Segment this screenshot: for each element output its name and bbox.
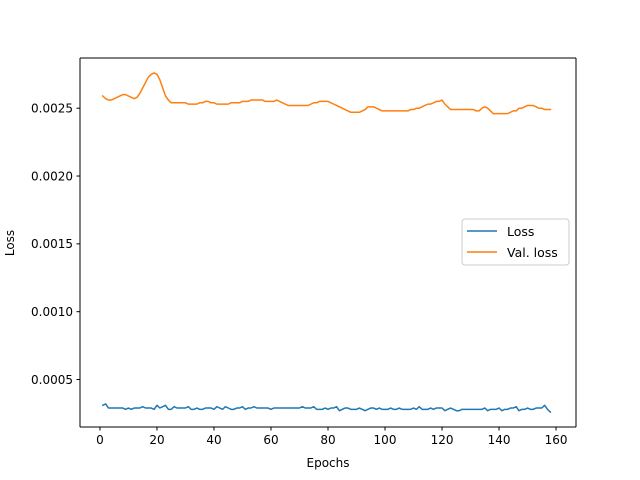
series-line-loss: [101, 403, 552, 414]
x-tick-label: 160: [545, 433, 568, 447]
x-ticks: 0 20 40 60 80 100 120 140 160: [96, 427, 567, 447]
x-tick-label: 120: [431, 433, 454, 447]
x-tick-label: 40: [206, 433, 221, 447]
legend: Loss Val. loss: [461, 218, 570, 266]
x-tick-label: 0: [96, 433, 104, 447]
series-line-val-loss: [101, 72, 552, 115]
series-layer: [101, 72, 552, 414]
y-tick-label: 0.0005: [31, 373, 73, 387]
y-tick-label: 0.0025: [31, 101, 73, 115]
y-tick-label: 0.0010: [31, 305, 73, 319]
y-tick-label: 0.0015: [31, 237, 73, 251]
legend-label-loss: Loss: [507, 224, 534, 239]
x-tick-label: 20: [149, 433, 164, 447]
x-tick-label: 60: [263, 433, 278, 447]
x-axis-label: Epochs: [307, 456, 350, 470]
x-tick-label: 100: [374, 433, 397, 447]
x-tick-label: 140: [488, 433, 511, 447]
legend-label-val-loss: Val. loss: [507, 245, 558, 260]
y-axis-label: Loss: [3, 230, 17, 256]
x-tick-label: 80: [320, 433, 335, 447]
y-tick-label: 0.0020: [31, 169, 73, 183]
y-ticks: 0.0005 0.0010 0.0015 0.0020 0.0025: [31, 101, 80, 387]
